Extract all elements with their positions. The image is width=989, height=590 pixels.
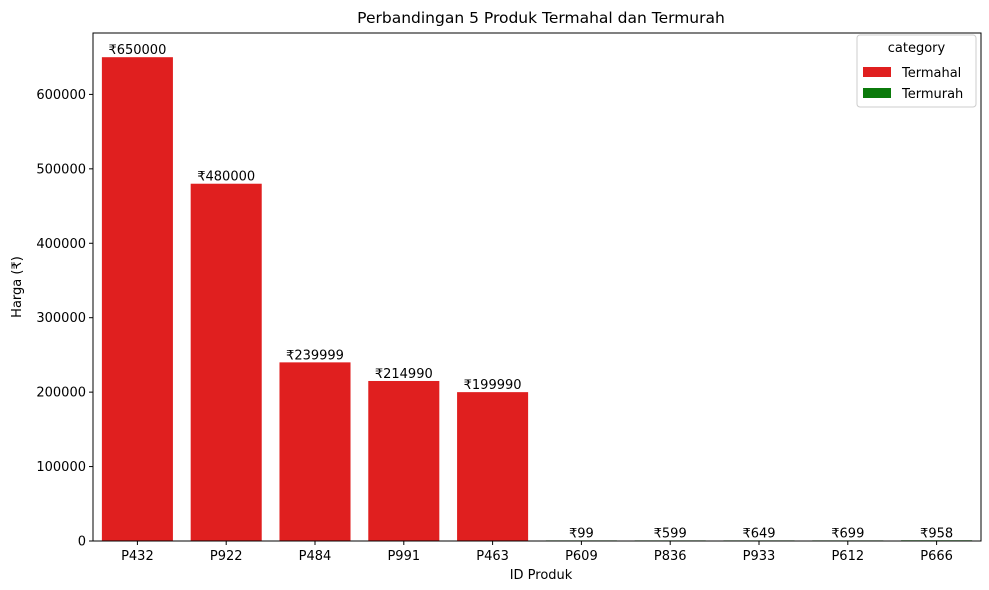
data-label-p432: ₹650000 [108,43,166,58]
x-tick-label-p463: P463 [476,549,509,564]
legend-swatch-termurah [863,88,891,98]
x-tick-label-p432: P432 [121,549,154,564]
y-tick-label-400000: 400000 [36,237,86,252]
data-label-p836: ₹599 [654,526,687,541]
bar-p922 [190,183,262,541]
chart-title: Perbandingan 5 Produk Termahal dan Termu… [357,9,725,27]
data-label-p991: ₹214990 [375,367,433,382]
x-tick-label-p484: P484 [299,549,332,564]
data-label-p612: ₹699 [831,526,864,541]
data-label-p609: ₹99 [569,526,594,541]
data-label-p666: ₹958 [920,526,953,541]
bars-layer [101,57,973,541]
x-tick-label-p991: P991 [387,549,420,564]
plot-frame [92,32,982,542]
y-axis-label: Harga (₹) [10,256,25,318]
y-tick-label-600000: 600000 [36,88,86,103]
bar-p432 [101,57,173,541]
y-tick-label-100000: 100000 [36,460,86,475]
x-tick-label-p836: P836 [654,549,687,564]
data-label-p922: ₹480000 [197,170,255,185]
x-tick-label-p609: P609 [565,549,598,564]
legend-swatch-termahal [863,67,891,77]
data-label-p933: ₹649 [742,526,775,541]
y-tick-label-500000: 500000 [36,162,86,177]
x-tick-label-p922: P922 [210,549,243,564]
data-label-p484: ₹239999 [286,348,344,363]
y-tick-label-200000: 200000 [36,386,86,401]
legend-entry-termurah: Termurah [901,87,963,102]
bar-p463 [457,392,529,541]
bar-p991 [368,380,440,541]
y-tick-label-300000: 300000 [36,311,86,326]
legend-entry-termahal: Termahal [901,66,961,81]
y-axis: 0 100000 200000 300000 400000 500000 600000 [36,88,93,550]
x-axis-label: ID Produk [510,568,573,583]
legend-title: category [888,41,946,56]
data-label-p463: ₹199990 [464,378,522,393]
x-tick-label-p612: P612 [831,549,864,564]
x-tick-label-p666: P666 [920,549,953,564]
x-axis: P432 P922 P484 P991 P463 P609 P836 P933 P612 P666 [121,541,953,564]
bar-p484 [279,362,351,541]
legend: category Termahal Termurah [856,34,977,108]
data-labels-layer: ₹650000 ₹480000 ₹239999 ₹214990 ₹199990 ₹99 ₹5… [108,43,953,541]
x-tick-label-p933: P933 [743,549,776,564]
y-tick-label-0: 0 [78,535,86,550]
